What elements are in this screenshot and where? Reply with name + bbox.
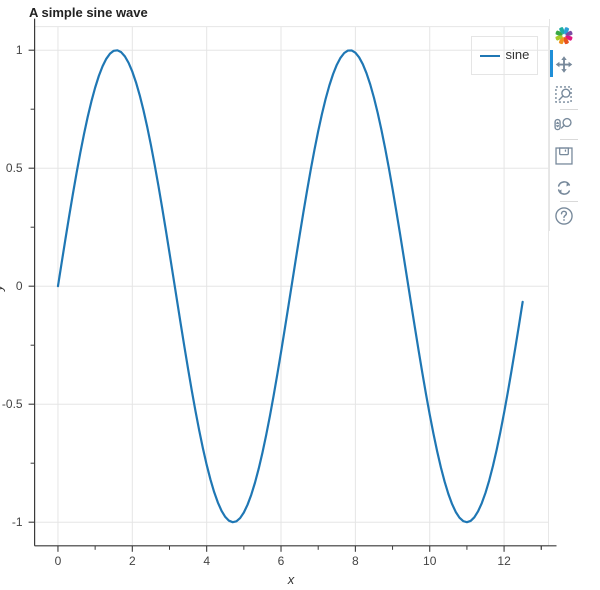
svg-text:12: 12 — [497, 554, 511, 568]
svg-text:0: 0 — [16, 279, 23, 293]
svg-text:-1: -1 — [12, 515, 23, 529]
svg-text:10: 10 — [423, 554, 437, 568]
svg-text:4: 4 — [203, 554, 210, 568]
svg-text:2: 2 — [129, 554, 136, 568]
svg-text:1: 1 — [16, 43, 23, 57]
svg-text:6: 6 — [278, 554, 285, 568]
svg-text:8: 8 — [352, 554, 359, 568]
svg-text:-0.5: -0.5 — [2, 397, 23, 411]
svg-text:0: 0 — [55, 554, 62, 568]
svg-text:0.5: 0.5 — [6, 161, 23, 175]
